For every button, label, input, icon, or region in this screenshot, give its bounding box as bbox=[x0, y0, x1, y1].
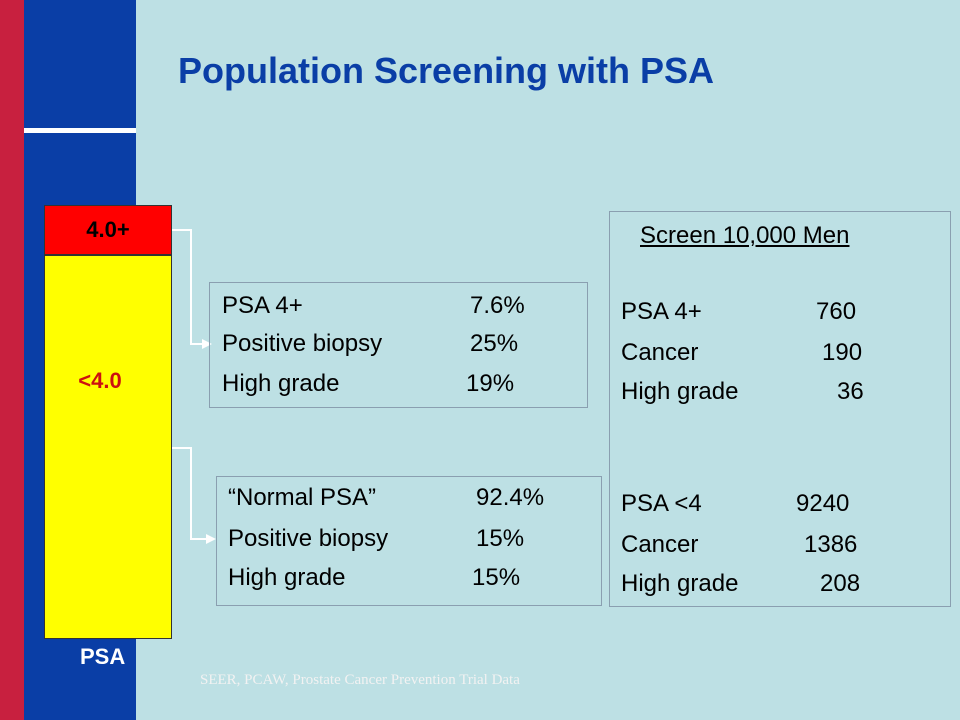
screen-summary-box bbox=[609, 211, 951, 607]
psa-normal-stats-box bbox=[216, 476, 602, 606]
screen-psa-low-label: PSA <4 bbox=[621, 490, 702, 517]
screen-summary-title: Screen 10,000 Men bbox=[640, 222, 850, 249]
arrow-high-icon bbox=[202, 339, 212, 349]
screen-high-grade-low-value: 208 bbox=[820, 570, 861, 597]
positive-biopsy-value: 25% bbox=[470, 330, 519, 357]
positive-biopsy-label: Positive biopsy bbox=[222, 330, 383, 357]
psa-low-segment: <4.0 bbox=[44, 255, 172, 639]
psa-high-value: 7.6% bbox=[470, 292, 525, 319]
high-grade-label: High grade bbox=[222, 370, 340, 397]
screen-high-grade-low-label: High grade bbox=[621, 570, 739, 597]
connector-high bbox=[172, 229, 192, 231]
screen-psa-high-label: PSA 4+ bbox=[621, 298, 702, 325]
connector-low bbox=[172, 447, 192, 449]
sidebar-red-stripe bbox=[0, 0, 24, 720]
normal-psa-value: 92.4% bbox=[476, 484, 545, 511]
arrow-low-icon bbox=[206, 534, 216, 544]
connector-high-vertical bbox=[190, 229, 192, 344]
normal-high-grade-label: High grade bbox=[228, 564, 346, 591]
screen-cancer-high-label: Cancer bbox=[621, 339, 699, 366]
psa-high-stats-box bbox=[209, 282, 588, 408]
connector-low-horizontal bbox=[190, 538, 208, 540]
screen-high-grade-high-value: 36 bbox=[837, 378, 864, 405]
connector-high-horizontal bbox=[190, 343, 202, 345]
psa-low-label: <4.0 bbox=[78, 368, 122, 393]
normal-positive-biopsy-value: 15% bbox=[476, 525, 525, 552]
sidebar-divider bbox=[24, 128, 136, 133]
screen-cancer-low-value: 1386 bbox=[804, 531, 858, 558]
psa-bar: 4.0+ <4.0 bbox=[44, 205, 172, 639]
normal-psa-label: “Normal PSA” bbox=[228, 484, 377, 511]
normal-positive-biopsy-label: Positive biopsy bbox=[228, 525, 389, 552]
screen-cancer-low-label: Cancer bbox=[621, 531, 699, 558]
psa-axis-label: PSA bbox=[80, 644, 126, 669]
connector-low-vertical bbox=[190, 447, 192, 539]
slide-title: Population Screening with PSA bbox=[178, 50, 715, 91]
screen-psa-low-value: 9240 bbox=[796, 490, 850, 517]
screen-high-grade-high-label: High grade bbox=[621, 378, 739, 405]
high-grade-value: 19% bbox=[466, 370, 515, 397]
source-footer: SEER, PCAW, Prostate Cancer Prevention T… bbox=[200, 672, 520, 688]
psa-high-label: PSA 4+ bbox=[222, 292, 303, 319]
psa-high-segment: 4.0+ bbox=[44, 205, 172, 255]
screen-psa-high-value: 760 bbox=[816, 298, 857, 325]
screen-cancer-high-value: 190 bbox=[822, 339, 863, 366]
normal-high-grade-value: 15% bbox=[472, 564, 521, 591]
